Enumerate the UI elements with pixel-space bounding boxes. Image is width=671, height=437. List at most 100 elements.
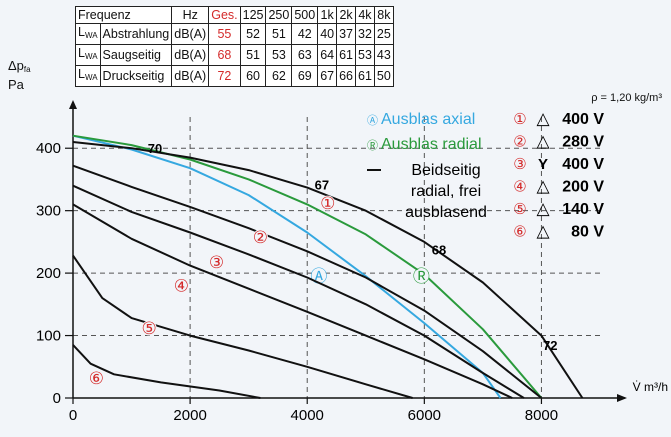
curve-label: 70 <box>148 141 162 156</box>
legend-marker-radial: Ⓡ <box>367 139 378 152</box>
y-tick-label: 400 <box>36 140 61 157</box>
y-tick-label: 0 <box>53 390 61 407</box>
curve-label: 67 <box>315 177 329 192</box>
table-cell-value: 43 <box>373 44 394 66</box>
y-axis-unit: Pa <box>8 77 24 92</box>
table-cell-total: 68 <box>208 44 241 66</box>
x-axis-arrow <box>617 394 627 402</box>
table-row: LWA Abstrahlung dB(A) 55 52 51 42 40 37 32 25 <box>75 23 394 45</box>
air-density-note: ρ = 1,20 kg/m³ <box>591 92 662 104</box>
table-cell-value: 63 <box>291 44 319 66</box>
table-cell-name: Abstrahlung <box>99 23 173 45</box>
table-header-cell: 500 <box>291 6 319 24</box>
symbol-letter: L <box>78 67 85 81</box>
voltage-legend-connection-icon: △ <box>536 132 550 151</box>
symbol-subscript: WA <box>84 73 98 82</box>
sound-power-table: Frequenz Hz Ges. 125 250 500 1k 2k 4k 8k LWA Abstra… <box>74 6 394 87</box>
table-cell-value: 61 <box>355 65 375 87</box>
series-line-rad <box>72 134 543 399</box>
table-cell-value: 66 <box>336 65 357 87</box>
series-marker-bg-c5 <box>141 320 157 336</box>
table-cell-value: 32 <box>355 23 375 45</box>
series-marker-rad: Ⓡ <box>413 267 430 286</box>
symbol-subscript: WA <box>84 52 98 61</box>
voltage-legend-value: 280 V <box>562 134 604 151</box>
series-marker-bg-c2 <box>252 229 268 245</box>
legend-label-free: ausblasend <box>405 204 487 221</box>
curve-label: 72 <box>543 338 557 353</box>
series-marker-bg-c1 <box>320 195 336 211</box>
y-tick-label: 300 <box>36 203 61 220</box>
series-marker-bg-c3 <box>208 254 224 270</box>
y-axis-label: Δpfa Pa <box>8 58 31 92</box>
series-marker-c2: ② <box>253 228 268 247</box>
curve-label: 68 <box>432 242 446 257</box>
y-tick-label: 100 <box>36 328 61 345</box>
x-tick-label: 8000 <box>525 407 558 424</box>
series-marker-bg-c6 <box>88 370 104 386</box>
y-axis-subscript: fa <box>23 65 31 74</box>
x-tick-label: 6000 <box>408 407 441 424</box>
table-cell-value: 50 <box>373 65 394 87</box>
series-marker-c5: ⑤ <box>141 319 156 338</box>
series-marker-bg-ax <box>311 268 327 284</box>
table-cell-unit: dB(A) <box>171 65 210 87</box>
table-header-cell: Ges. <box>208 6 241 24</box>
table-cell-unit: dB(A) <box>171 23 210 45</box>
table-header-row: Frequenz Hz Ges. 125 250 500 1k 2k 4k 8k <box>74 6 394 24</box>
series-marker-c4: ④ <box>174 277 189 296</box>
voltage-legend-number: ③ <box>513 156 526 173</box>
symbol-letter: L <box>78 25 85 39</box>
table-cell-value: 40 <box>317 23 338 45</box>
series-line-c3 <box>72 184 525 399</box>
series-marker-bg-c4 <box>173 278 189 294</box>
table-header-cell: 1k <box>317 6 338 24</box>
series-line-ax <box>72 134 502 399</box>
table-cell-symbol: LWA <box>75 65 101 87</box>
series-marker-bg-rad <box>413 268 429 284</box>
legend-label-axial: Ausblas axial <box>381 111 475 128</box>
voltage-legend-value: 400 V <box>562 111 604 128</box>
table-row: LWA Druckseitig dB(A) 72 60 62 69 67 66 61 50 <box>75 65 394 87</box>
x-tick-label: 2000 <box>173 407 206 424</box>
table-header-cell: 250 <box>265 6 293 24</box>
table-cell-value: 37 <box>336 23 357 45</box>
voltage-legend-number: ④ <box>513 179 526 196</box>
series-line-c1 <box>72 141 584 399</box>
voltage-legend-connection-icon: △ <box>536 109 550 128</box>
legend-marker-axial: Ⓐ <box>367 114 378 127</box>
table-cell-value: 67 <box>317 65 338 87</box>
voltage-legend-connection-icon: △ <box>536 222 550 241</box>
table-cell-total: 72 <box>208 65 241 87</box>
voltage-legend-value: 200 V <box>562 179 604 196</box>
legend-label-free: Beidseitig <box>411 162 480 179</box>
voltage-legend-number: ② <box>513 134 526 151</box>
voltage-legend-number: ⑤ <box>513 201 526 218</box>
y-axis-symbol: Δp <box>8 58 24 73</box>
voltage-legend-connection-icon: Y <box>538 156 548 173</box>
voltage-legend-number: ① <box>513 111 526 128</box>
series-marker-c1: ① <box>320 194 335 213</box>
voltage-legend-value: 80 V <box>567 224 605 241</box>
voltage-legend-connection-icon: △ <box>536 177 550 196</box>
y-tick-label: 200 <box>36 265 61 282</box>
y-axis-arrow <box>69 100 77 109</box>
series-line-c5 <box>72 255 413 399</box>
voltage-legend-value: 140 V <box>562 201 604 218</box>
voltage-legend-connection-icon: △ <box>536 199 550 218</box>
series-marker-c3: ③ <box>209 253 224 272</box>
legend-label-free: radial, frei <box>411 183 481 200</box>
voltage-legend-number: ⑥ <box>513 224 526 241</box>
x-axis-label: V̇ m³/h <box>633 380 668 394</box>
voltage-legend-value: 400 V <box>562 156 604 173</box>
table-cell-total: 55 <box>208 23 241 45</box>
x-tick-label: 0 <box>69 407 77 424</box>
series-line-c6 <box>72 344 261 399</box>
symbol-letter: L <box>78 46 85 60</box>
series-line-c4 <box>72 203 513 399</box>
series-line-c2 <box>72 164 543 399</box>
symbol-subscript: WA <box>84 31 98 40</box>
series-marker-c6: ⑥ <box>89 369 104 388</box>
x-tick-label: 4000 <box>291 407 324 424</box>
